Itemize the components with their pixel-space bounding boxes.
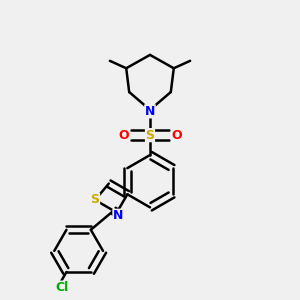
Text: O: O bbox=[171, 129, 182, 142]
Text: N: N bbox=[145, 105, 155, 118]
Text: S: S bbox=[146, 129, 154, 142]
Text: Cl: Cl bbox=[56, 281, 69, 294]
Text: S: S bbox=[91, 194, 100, 206]
Text: N: N bbox=[113, 209, 123, 222]
Text: O: O bbox=[118, 129, 129, 142]
